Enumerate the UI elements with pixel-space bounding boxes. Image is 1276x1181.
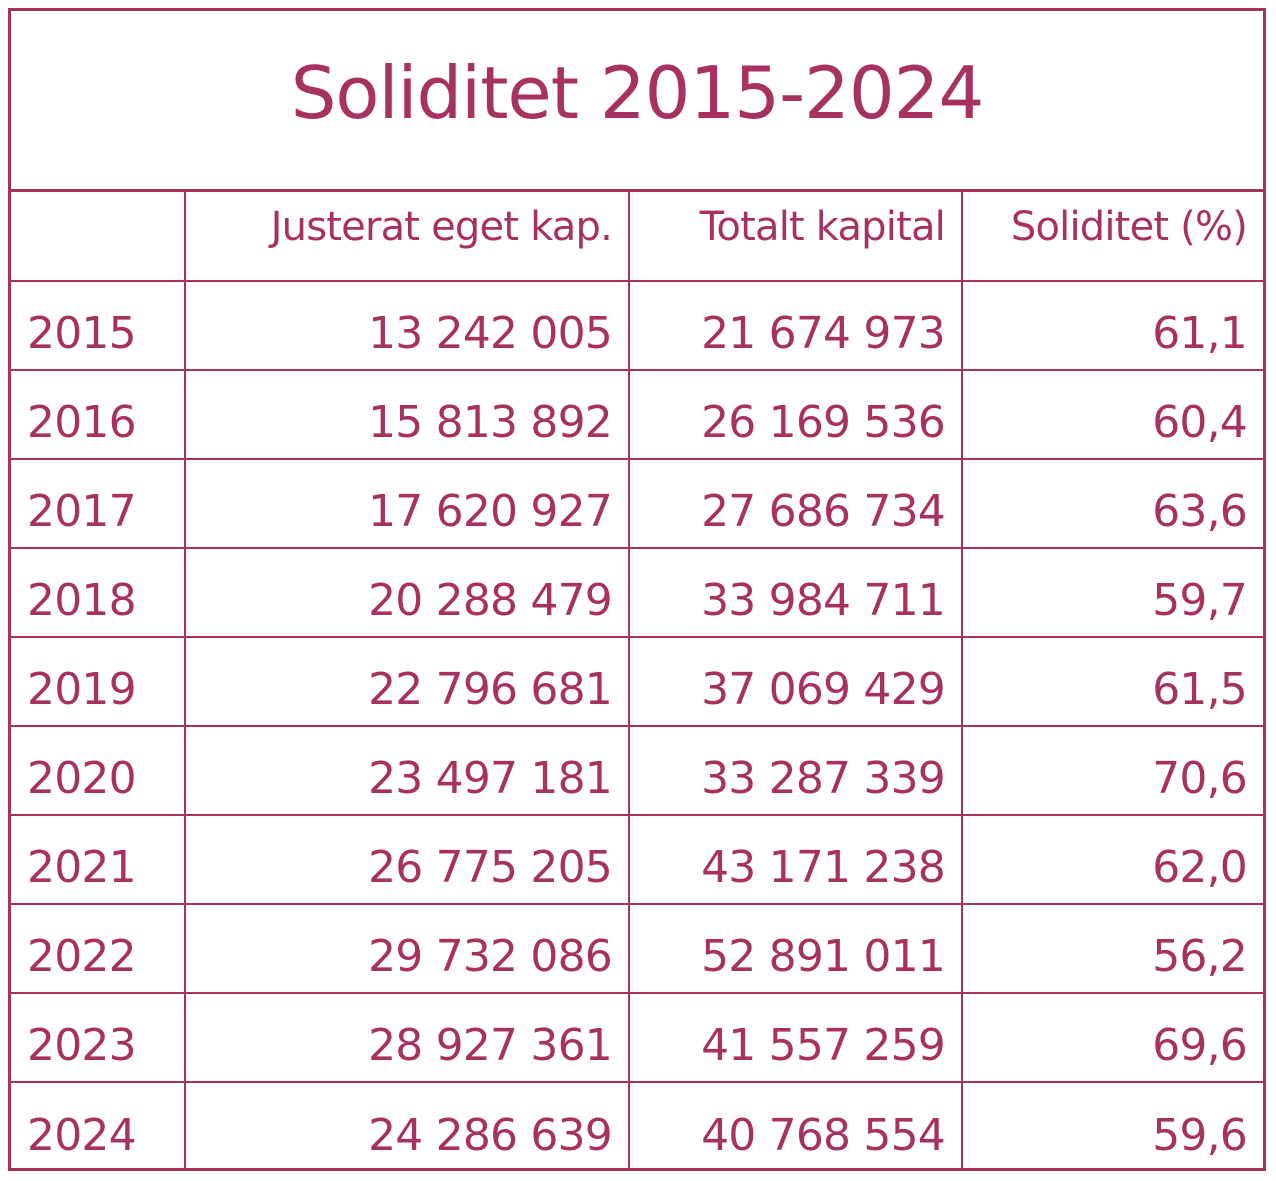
total-capital-cell: 21 674 973	[628, 280, 963, 371]
table-row: 2017 17 620 927 27 686 734 63,6	[11, 458, 1263, 549]
year-cell: 2018	[11, 547, 186, 638]
adjusted-equity-cell: 17 620 927	[184, 458, 630, 549]
year-cell: 2020	[11, 725, 186, 816]
total-capital-cell: 43 171 238	[628, 814, 963, 905]
year-cell: 2022	[11, 903, 186, 994]
header-total-capital: Totalt kapital	[628, 192, 963, 282]
year-cell: 2019	[11, 636, 186, 727]
table-row: 2015 13 242 005 21 674 973 61,1	[11, 280, 1263, 371]
solidity-cell: 62,0	[961, 814, 1263, 905]
adjusted-equity-cell: 13 242 005	[184, 280, 630, 371]
adjusted-equity-cell: 26 775 205	[184, 814, 630, 905]
solidity-cell: 70,6	[961, 725, 1263, 816]
total-capital-cell: 41 557 259	[628, 992, 963, 1083]
total-capital-cell: 33 287 339	[628, 725, 963, 816]
year-cell: 2015	[11, 280, 186, 371]
adjusted-equity-cell: 20 288 479	[184, 547, 630, 638]
title-row: Soliditet 2015-2024	[11, 11, 1263, 192]
solidity-cell: 63,6	[961, 458, 1263, 549]
header-year	[11, 192, 186, 282]
adjusted-equity-cell: 24 286 639	[184, 1081, 630, 1171]
adjusted-equity-cell: 15 813 892	[184, 369, 630, 460]
header-adjusted-equity: Justerat eget kap.	[184, 192, 630, 282]
total-capital-cell: 37 069 429	[628, 636, 963, 727]
solidity-cell: 56,2	[961, 903, 1263, 994]
total-capital-cell: 27 686 734	[628, 458, 963, 549]
header-solidity: Soliditet (%)	[961, 192, 1263, 282]
table-row: 2023 28 927 361 41 557 259 69,6	[11, 992, 1263, 1083]
adjusted-equity-cell: 28 927 361	[184, 992, 630, 1083]
year-cell: 2021	[11, 814, 186, 905]
solidity-cell: 59,6	[961, 1081, 1263, 1171]
table-row: 2020 23 497 181 33 287 339 70,6	[11, 725, 1263, 816]
table-title: Soliditet 2015-2024	[290, 51, 985, 135]
table-row: 2021 26 775 205 43 171 238 62,0	[11, 814, 1263, 905]
adjusted-equity-cell: 29 732 086	[184, 903, 630, 994]
table-row: 2022 29 732 086 52 891 011 56,2	[11, 903, 1263, 994]
total-capital-cell: 26 169 536	[628, 369, 963, 460]
total-capital-cell: 33 984 711	[628, 547, 963, 638]
solidity-cell: 60,4	[961, 369, 1263, 460]
table-row: 2016 15 813 892 26 169 536 60,4	[11, 369, 1263, 460]
total-capital-cell: 40 768 554	[628, 1081, 963, 1171]
adjusted-equity-cell: 23 497 181	[184, 725, 630, 816]
solidity-table-frame: Soliditet 2015-2024 Justerat eget kap. T…	[8, 8, 1266, 1171]
solidity-table: Justerat eget kap. Totalt kapital Solidi…	[11, 192, 1263, 1171]
year-cell: 2024	[11, 1081, 186, 1171]
year-cell: 2017	[11, 458, 186, 549]
solidity-cell: 69,6	[961, 992, 1263, 1083]
solidity-cell: 61,1	[961, 280, 1263, 371]
year-cell: 2016	[11, 369, 186, 460]
solidity-cell: 61,5	[961, 636, 1263, 727]
total-capital-cell: 52 891 011	[628, 903, 963, 994]
solidity-cell: 59,7	[961, 547, 1263, 638]
adjusted-equity-cell: 22 796 681	[184, 636, 630, 727]
year-cell: 2023	[11, 992, 186, 1083]
table-row: 2018 20 288 479 33 984 711 59,7	[11, 547, 1263, 638]
table-row: 2024 24 286 639 40 768 554 59,6	[11, 1081, 1263, 1171]
header-row: Justerat eget kap. Totalt kapital Solidi…	[11, 192, 1263, 282]
table-row: 2019 22 796 681 37 069 429 61,5	[11, 636, 1263, 727]
